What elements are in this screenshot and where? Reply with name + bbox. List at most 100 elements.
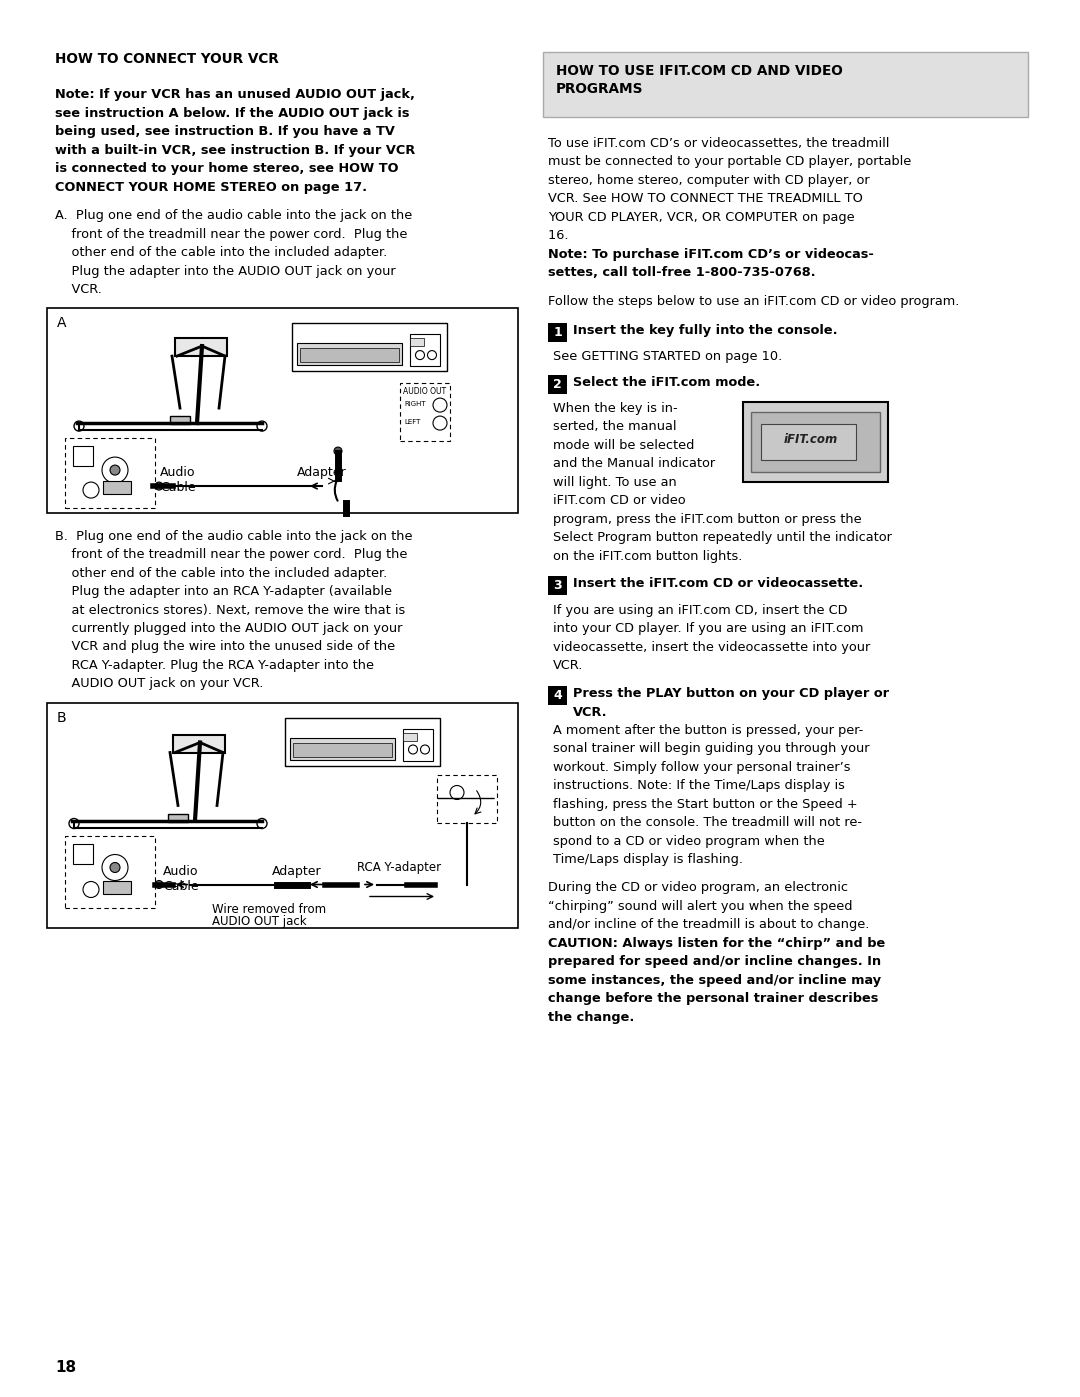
Text: stereo, home stereo, computer with CD player, or: stereo, home stereo, computer with CD pl… xyxy=(548,173,869,187)
Text: VCR.: VCR. xyxy=(573,705,608,719)
Text: CONNECT YOUR HOME STEREO on page 17.: CONNECT YOUR HOME STEREO on page 17. xyxy=(55,180,367,194)
Text: instructions. Note: If the Time/Laps display is: instructions. Note: If the Time/Laps dis… xyxy=(553,780,845,792)
Text: 1: 1 xyxy=(553,326,562,338)
Bar xyxy=(543,52,1028,117)
Text: and/or incline of the treadmill is about to change.: and/or incline of the treadmill is about… xyxy=(548,918,869,932)
Bar xyxy=(548,686,567,705)
Circle shape xyxy=(416,351,424,359)
Text: When the key is in-: When the key is in- xyxy=(553,402,677,415)
Text: 16.: 16. xyxy=(548,229,572,242)
Text: will light. To use an: will light. To use an xyxy=(553,476,677,489)
Text: See GETTING STARTED on page 10.: See GETTING STARTED on page 10. xyxy=(553,349,782,363)
Circle shape xyxy=(102,457,129,483)
Text: on the iFIT.com button lights.: on the iFIT.com button lights. xyxy=(553,549,742,563)
Text: RIGHT: RIGHT xyxy=(404,401,426,407)
Circle shape xyxy=(110,465,120,475)
Circle shape xyxy=(156,880,163,888)
Text: VCR and plug the wire into the unused side of the: VCR and plug the wire into the unused si… xyxy=(55,640,395,654)
Text: into your CD player. If you are using an iFIT.com: into your CD player. If you are using an… xyxy=(553,622,864,636)
Text: Insert the key fully into the console.: Insert the key fully into the console. xyxy=(573,324,838,337)
Text: VCR.: VCR. xyxy=(553,659,583,672)
Bar xyxy=(103,880,131,894)
Bar xyxy=(292,323,447,372)
Text: prepared for speed and/or incline changes. In: prepared for speed and/or incline change… xyxy=(548,956,881,968)
Bar xyxy=(548,577,567,595)
Text: videocassette, insert the videocassette into your: videocassette, insert the videocassette … xyxy=(553,641,870,654)
Circle shape xyxy=(433,416,447,430)
Text: CAUTION: Always listen for the “chirp” and be: CAUTION: Always listen for the “chirp” a… xyxy=(548,937,886,950)
Bar xyxy=(73,844,93,863)
Text: Wire removed from: Wire removed from xyxy=(212,902,326,915)
Text: other end of the cable into the included adapter.: other end of the cable into the included… xyxy=(55,246,388,258)
Text: VCR.: VCR. xyxy=(55,284,102,296)
Text: at electronics stores). Next, remove the wire that is: at electronics stores). Next, remove the… xyxy=(55,604,405,616)
Circle shape xyxy=(420,745,430,754)
Text: AUDIO OUT jack on your VCR.: AUDIO OUT jack on your VCR. xyxy=(55,678,264,690)
Text: Follow the steps below to use an iFIT.com CD or video program.: Follow the steps below to use an iFIT.co… xyxy=(548,295,959,307)
Text: “chirping” sound will alert you when the speed: “chirping” sound will alert you when the… xyxy=(548,900,852,912)
Bar xyxy=(65,835,156,908)
Text: Insert the iFIT.com CD or videocassette.: Insert the iFIT.com CD or videocassette. xyxy=(573,577,863,591)
Text: sonal trainer will begin guiding you through your: sonal trainer will begin guiding you thr… xyxy=(553,742,869,756)
Bar xyxy=(170,416,190,425)
Bar xyxy=(293,742,392,757)
Text: see instruction A below. If the AUDIO OUT jack is: see instruction A below. If the AUDIO OU… xyxy=(55,106,409,120)
Text: 3: 3 xyxy=(553,580,562,592)
Circle shape xyxy=(156,482,163,490)
Text: Audio
Cable: Audio Cable xyxy=(163,865,199,893)
Bar xyxy=(548,374,567,394)
Circle shape xyxy=(257,819,267,828)
Bar xyxy=(173,735,225,753)
Text: RCA Y-adapter. Plug the RCA Y-adapter into the: RCA Y-adapter. Plug the RCA Y-adapter in… xyxy=(55,659,374,672)
Circle shape xyxy=(83,482,99,499)
Text: B.  Plug one end of the audio cable into the jack on the: B. Plug one end of the audio cable into … xyxy=(55,529,413,542)
Circle shape xyxy=(110,862,120,873)
Text: front of the treadmill near the power cord.  Plug the: front of the treadmill near the power co… xyxy=(55,228,407,240)
Text: spond to a CD or video program when the: spond to a CD or video program when the xyxy=(553,834,825,848)
Bar xyxy=(103,481,131,495)
Circle shape xyxy=(75,420,84,432)
Text: A: A xyxy=(57,316,67,330)
Bar xyxy=(403,728,433,760)
Text: change before the personal trainer describes: change before the personal trainer descr… xyxy=(548,992,878,1006)
Circle shape xyxy=(102,855,129,880)
Circle shape xyxy=(433,398,447,412)
Circle shape xyxy=(334,447,342,455)
Circle shape xyxy=(83,882,99,897)
Text: and the Manual indicator: and the Manual indicator xyxy=(553,457,715,471)
Text: During the CD or video program, an electronic: During the CD or video program, an elect… xyxy=(548,882,848,894)
Text: workout. Simply follow your personal trainer’s: workout. Simply follow your personal tra… xyxy=(553,760,851,774)
Text: mode will be selected: mode will be selected xyxy=(553,439,694,451)
Text: front of the treadmill near the power cord.  Plug the: front of the treadmill near the power co… xyxy=(55,548,407,562)
Bar xyxy=(65,439,156,509)
Bar xyxy=(73,446,93,467)
Bar xyxy=(168,813,188,821)
Text: VCR. See HOW TO CONNECT THE TREADMILL TO: VCR. See HOW TO CONNECT THE TREADMILL TO xyxy=(548,193,863,205)
Text: To use iFIT.com CD’s or videocassettes, the treadmill: To use iFIT.com CD’s or videocassettes, … xyxy=(548,137,889,149)
Text: must be connected to your portable CD player, portable: must be connected to your portable CD pl… xyxy=(548,155,912,168)
Text: B: B xyxy=(57,711,67,725)
Text: Adapter: Adapter xyxy=(297,467,347,479)
Text: Audio
Cable: Audio Cable xyxy=(160,467,195,495)
Bar xyxy=(751,412,880,472)
Text: button on the console. The treadmill will not re-: button on the console. The treadmill wil… xyxy=(553,816,862,828)
Bar xyxy=(48,703,518,928)
Text: 18: 18 xyxy=(55,1361,76,1375)
Text: program, press the iFIT.com button or press the: program, press the iFIT.com button or pr… xyxy=(553,513,862,525)
Circle shape xyxy=(450,785,464,799)
Bar xyxy=(291,738,395,760)
Bar xyxy=(400,383,450,441)
Text: Select Program button repeatedly until the indicator: Select Program button repeatedly until t… xyxy=(553,531,892,545)
Text: is connected to your home stereo, see HOW TO: is connected to your home stereo, see HO… xyxy=(55,162,399,175)
Text: Adapter: Adapter xyxy=(272,865,322,877)
Bar xyxy=(548,323,567,342)
Text: serted, the manual: serted, the manual xyxy=(553,420,676,433)
Circle shape xyxy=(408,745,418,754)
Bar xyxy=(761,423,856,460)
Text: RCA Y-adapter: RCA Y-adapter xyxy=(357,861,441,873)
Text: AUDIO OUT jack: AUDIO OUT jack xyxy=(212,915,307,928)
Text: currently plugged into the AUDIO OUT jack on your: currently plugged into the AUDIO OUT jac… xyxy=(55,622,403,636)
Bar xyxy=(410,334,440,366)
Text: A moment after the button is pressed, your per-: A moment after the button is pressed, yo… xyxy=(553,724,863,736)
Bar xyxy=(437,774,497,823)
